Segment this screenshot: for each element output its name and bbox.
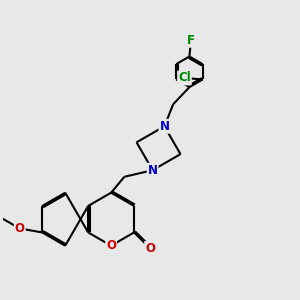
Text: F: F [187, 34, 195, 47]
Text: O: O [145, 242, 155, 255]
Text: Cl: Cl [178, 71, 191, 85]
Text: O: O [106, 239, 116, 252]
Text: N: N [159, 120, 170, 133]
Text: N: N [148, 164, 158, 177]
Text: O: O [15, 222, 25, 235]
